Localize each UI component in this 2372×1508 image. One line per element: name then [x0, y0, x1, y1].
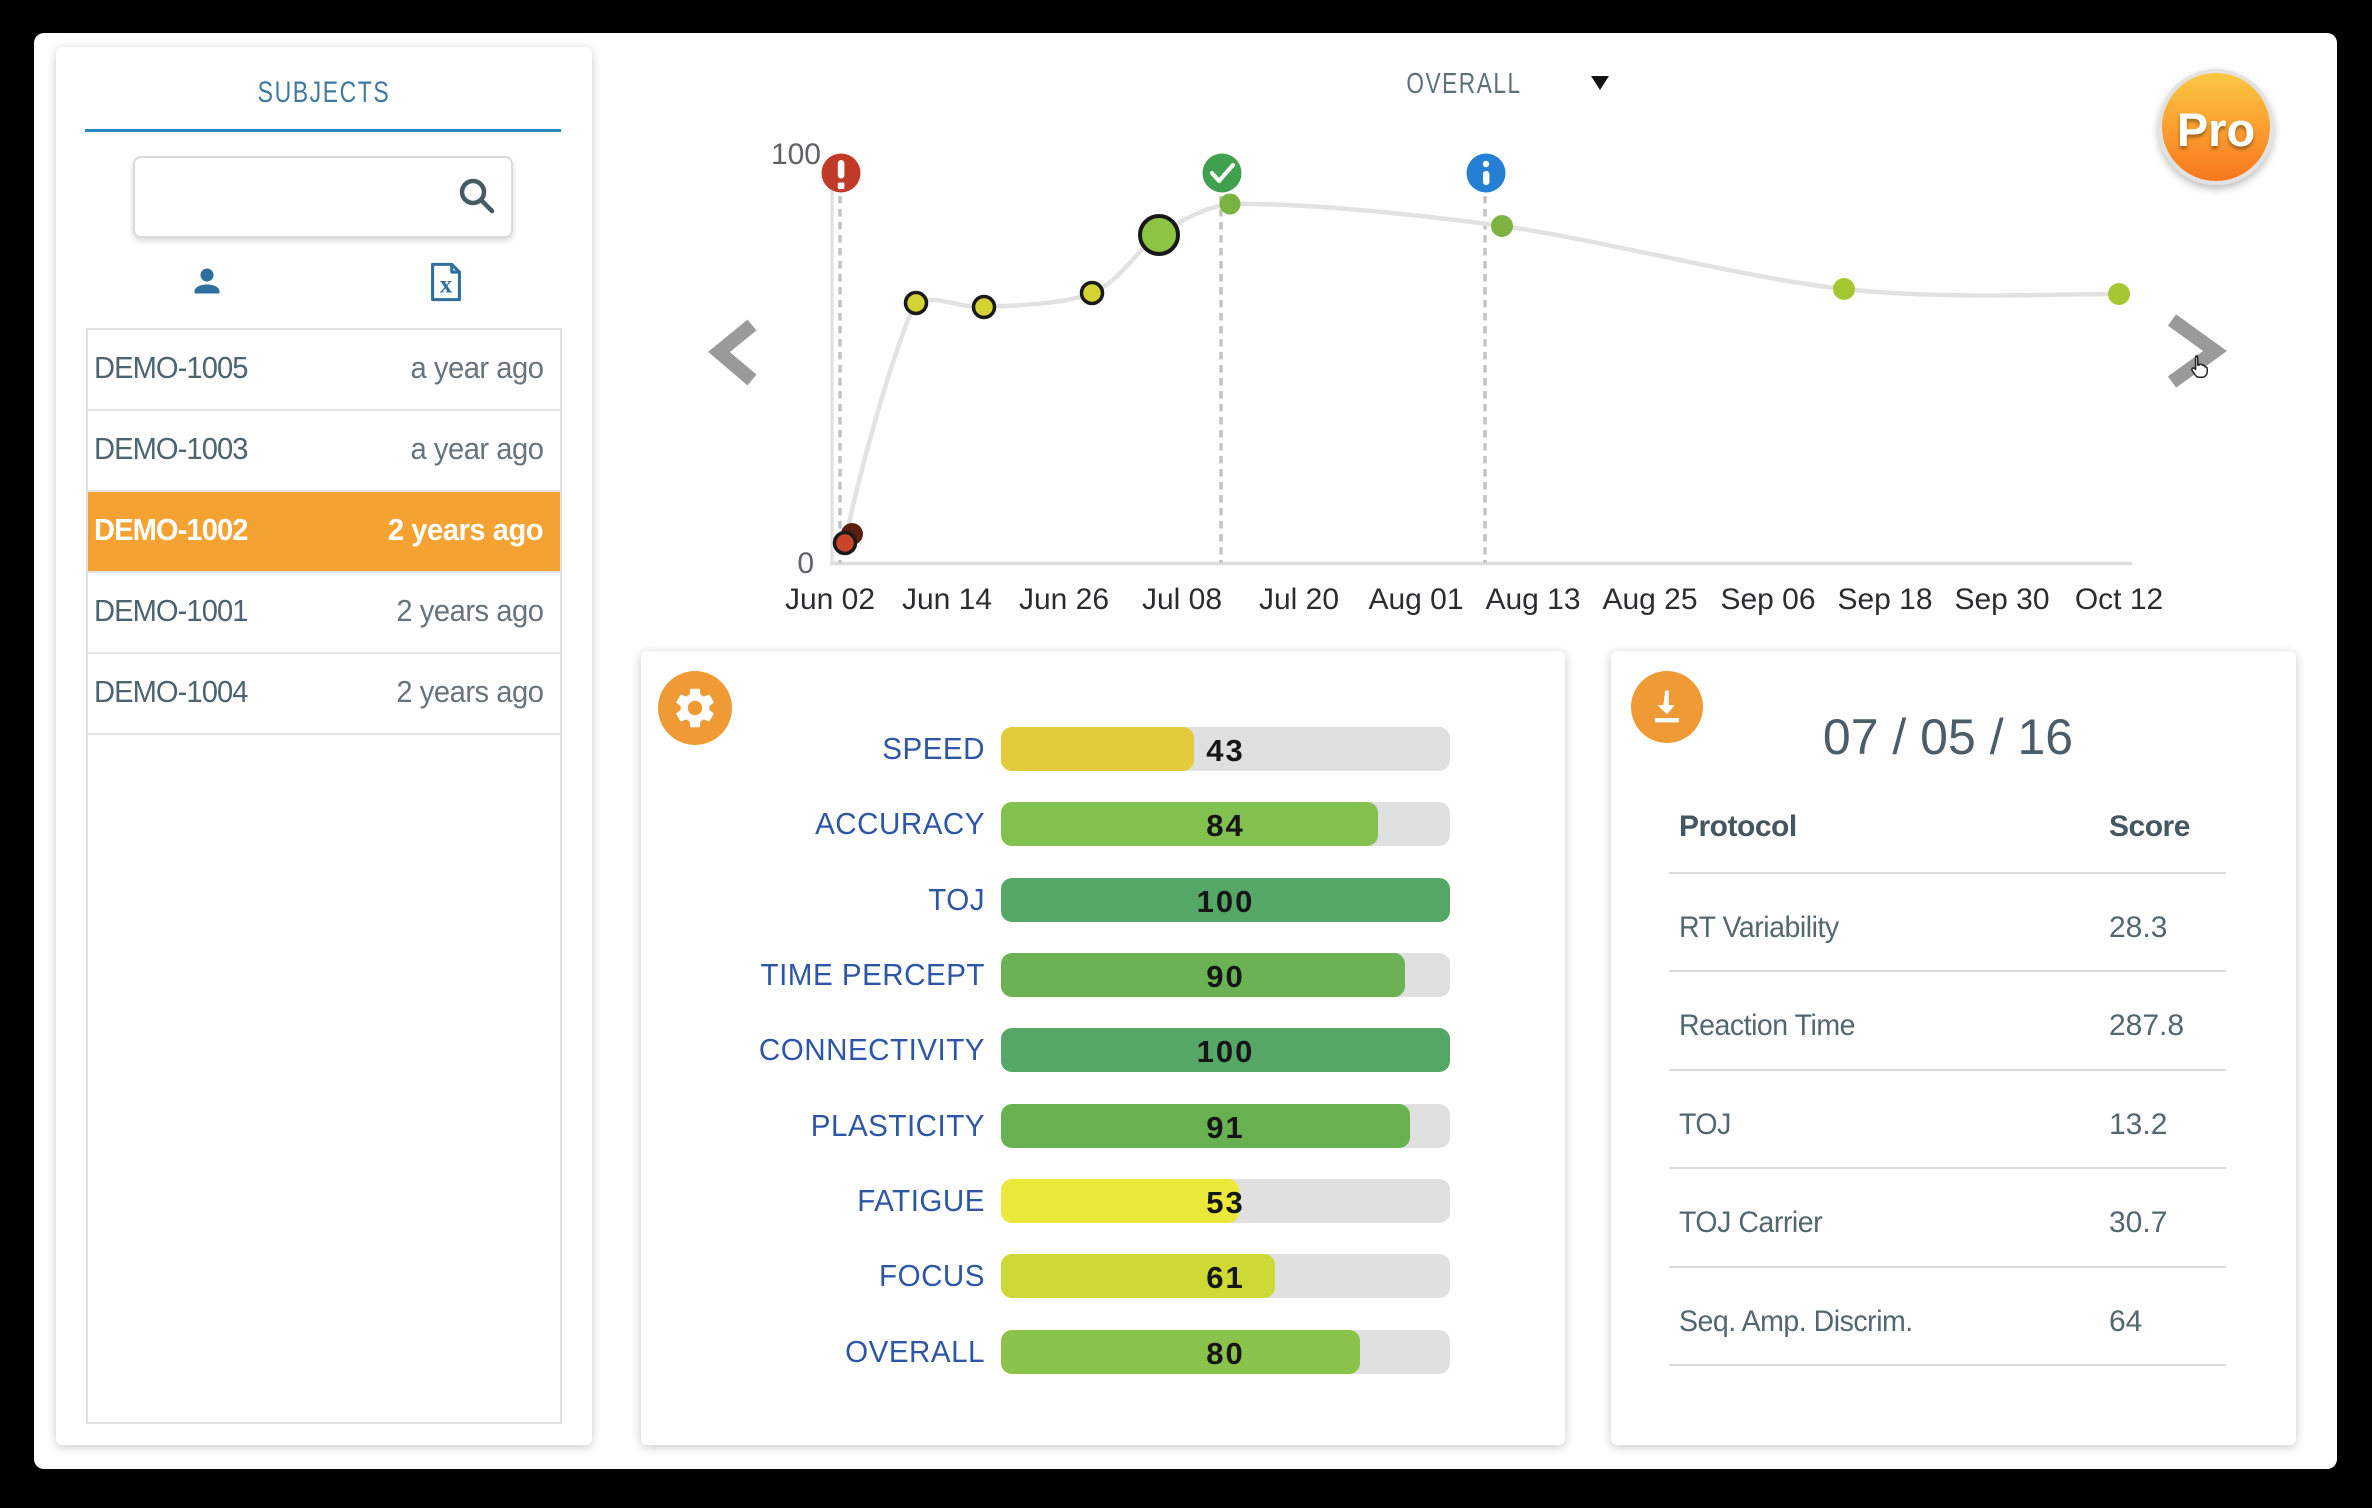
svg-text:Sep 06: Sep 06: [1720, 583, 1815, 616]
svg-text:Jul 20: Jul 20: [1259, 583, 1339, 616]
svg-text:Jun 14: Jun 14: [902, 583, 992, 616]
svg-text:Aug 25: Aug 25: [1602, 583, 1697, 616]
svg-text:Aug 13: Aug 13: [1485, 583, 1580, 616]
svg-text:Jul 08: Jul 08: [1142, 583, 1222, 616]
svg-text:x: x: [440, 272, 453, 299]
svg-text:0: 0: [797, 547, 814, 580]
svg-text:Jun 26: Jun 26: [1019, 583, 1109, 616]
svg-text:Jun 02: Jun 02: [785, 583, 875, 616]
svg-text:Oct 12: Oct 12: [2075, 583, 2163, 616]
svg-text:100: 100: [771, 138, 821, 171]
svg-text:Aug 01: Aug 01: [1368, 583, 1463, 616]
svg-text:Sep 18: Sep 18: [1837, 583, 1932, 616]
svg-text:Sep 30: Sep 30: [1954, 583, 2049, 616]
